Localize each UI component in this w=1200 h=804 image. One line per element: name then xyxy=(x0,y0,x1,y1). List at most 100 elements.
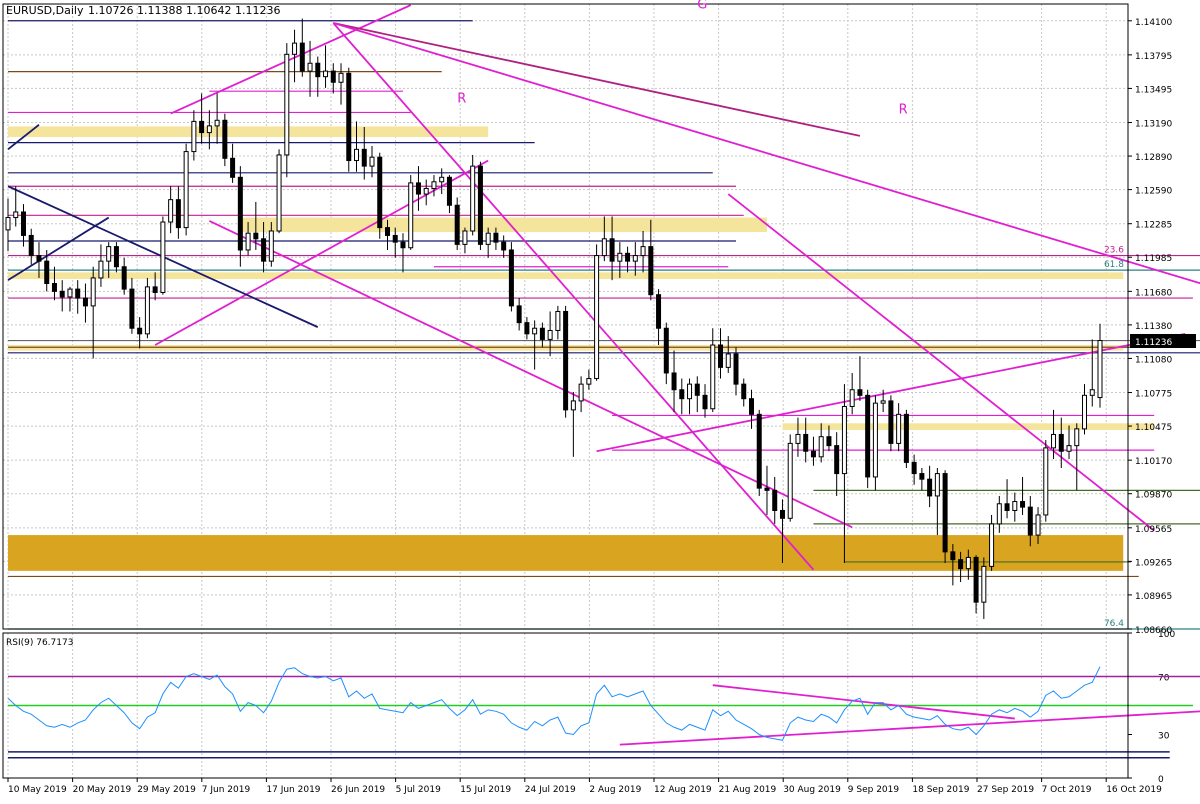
date-tick-label: 2 Aug 2019 xyxy=(589,785,641,795)
candle-up xyxy=(462,230,468,245)
candle-up xyxy=(841,406,847,475)
candle-up xyxy=(245,232,251,251)
candle-up xyxy=(168,199,174,223)
candle-up xyxy=(1043,447,1049,516)
date-tick-label: 27 Sep 2019 xyxy=(977,785,1034,795)
candle-up xyxy=(555,310,561,331)
price-zone xyxy=(8,535,1124,571)
candle-down xyxy=(803,433,809,452)
rsi-trend-line xyxy=(619,710,1200,746)
candle-down xyxy=(415,182,421,195)
candle-up xyxy=(191,120,197,153)
candle-up xyxy=(849,389,855,408)
candle-down xyxy=(1004,503,1010,511)
candle-down xyxy=(826,436,832,447)
price-tick-label: 1.13795 xyxy=(1135,52,1172,62)
candle-up xyxy=(354,148,360,162)
current-price-label: 1.11236 xyxy=(1135,338,1172,348)
rsi-tick-label: 70 xyxy=(1158,674,1170,684)
candle-up xyxy=(369,156,375,167)
price-zone xyxy=(782,423,1155,430)
fib-label: 61.8 xyxy=(1104,260,1124,270)
price-tick-label: 1.12590 xyxy=(1135,187,1172,197)
candle-up xyxy=(408,182,414,249)
axes: 1.14100 1.13795 1.13495 1.13190 1.12890 1.125… xyxy=(2,3,1172,795)
candle-down xyxy=(625,252,631,262)
candles xyxy=(5,18,1103,619)
candle-up xyxy=(632,255,638,262)
candle-up xyxy=(532,327,538,335)
candle-up xyxy=(547,329,553,340)
candle-down xyxy=(942,473,948,553)
trend-line xyxy=(727,193,1155,532)
trend-line xyxy=(170,4,412,115)
candle-up xyxy=(795,433,801,444)
price-tick-label: 1.08660 xyxy=(1135,626,1172,636)
price-tick-label: 1.11985 xyxy=(1135,254,1172,264)
date-tick-label: 12 Aug 2019 xyxy=(654,785,712,795)
price-zone xyxy=(8,126,489,138)
candle-up xyxy=(214,119,220,127)
date-tick-label: 30 Aug 2019 xyxy=(783,785,841,795)
candle-up xyxy=(687,383,693,400)
candle-up xyxy=(13,211,19,219)
candle-up xyxy=(981,565,987,603)
candle-up xyxy=(431,181,437,189)
candle-up xyxy=(1074,428,1080,447)
candle-up xyxy=(268,230,274,262)
candle-down xyxy=(28,234,34,257)
candle-up xyxy=(160,221,166,293)
rsi-line xyxy=(7,666,1101,741)
candle-down xyxy=(973,556,979,603)
candle-down xyxy=(392,234,398,243)
candle-up xyxy=(338,72,344,83)
candle-down xyxy=(237,176,243,251)
candle-down xyxy=(1020,501,1026,508)
candle-down xyxy=(377,156,383,229)
price-tick-label: 1.13495 xyxy=(1135,85,1172,95)
candle-down xyxy=(82,297,88,307)
candle-down xyxy=(137,327,143,335)
candle-down xyxy=(1058,433,1064,452)
candle-down xyxy=(508,249,514,307)
candle-up xyxy=(586,378,592,385)
price-tick-label: 1.10170 xyxy=(1135,457,1172,467)
price-tick-label: 1.11080 xyxy=(1135,355,1172,365)
candle-down xyxy=(888,400,894,444)
date-tick-label: 10 May 2019 xyxy=(8,785,67,795)
trend-line xyxy=(7,216,110,281)
candle-down xyxy=(75,288,81,299)
date-tick-label: 15 Jul 2019 xyxy=(460,785,511,795)
candle-down xyxy=(261,238,267,262)
ohlc-readout: 1.10726 1.11388 1.10642 1.11236 xyxy=(88,4,280,17)
trend-line xyxy=(208,220,853,529)
candle-down xyxy=(539,327,545,340)
candle-up xyxy=(617,252,623,262)
candle-down xyxy=(129,288,135,329)
candle-down xyxy=(748,398,754,415)
candle-down xyxy=(501,241,507,251)
candle-down xyxy=(764,487,770,491)
candle-down xyxy=(663,327,669,374)
candle-up xyxy=(989,523,995,567)
rsi-trend-line xyxy=(712,684,1015,720)
candle-up xyxy=(144,286,150,335)
date-tick-label: 24 Jul 2019 xyxy=(525,785,576,795)
candle-up xyxy=(276,154,282,232)
candle-up xyxy=(872,402,878,478)
price-tick-label: 1.12285 xyxy=(1135,221,1172,231)
candle-down xyxy=(315,62,321,78)
rsi-tick-label: 0 xyxy=(1158,775,1164,785)
candle-up xyxy=(439,176,445,183)
candle-down xyxy=(694,383,700,396)
candle-down xyxy=(384,227,390,236)
date-tick-label: 17 Jun 2019 xyxy=(266,785,320,795)
price-tick-label: 1.10775 xyxy=(1135,390,1172,400)
chart-title: EURUSD,Daily xyxy=(6,4,84,17)
candle-up xyxy=(601,238,607,257)
current-price-marker xyxy=(1130,333,1196,348)
date-tick-label: 7 Oct 2019 xyxy=(1042,785,1092,795)
date-tick-label: 26 Jun 2019 xyxy=(331,785,385,795)
